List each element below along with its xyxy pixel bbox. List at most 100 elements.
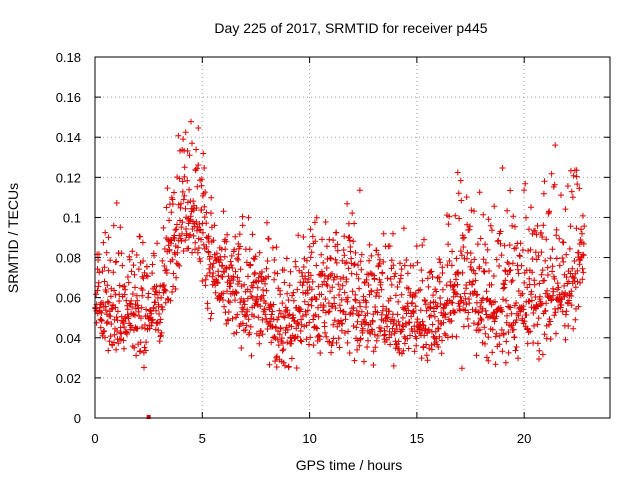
data-point [144,263,150,270]
data-point [171,189,177,196]
data-point [558,192,564,199]
data-point [394,284,401,290]
data-point [242,327,249,333]
data-point [357,303,364,310]
x-tick-label: 5 [199,431,206,446]
data-point [580,269,587,276]
data-point [509,277,516,284]
data-point [572,284,579,291]
data-point [513,344,520,350]
data-point [176,175,183,182]
data-point [466,226,473,233]
data-point [577,279,583,286]
data-point [576,185,583,192]
data-point [359,325,366,332]
data-point [277,325,284,332]
data-point [391,317,398,324]
x-axis-label: GPS time / hours [296,457,403,473]
data-point [141,364,147,371]
data-point [538,271,545,278]
x-tick-label: 20 [517,431,531,446]
data-point [553,330,559,337]
plot-frame [94,56,611,419]
data-point [547,336,554,342]
data-point [533,231,540,238]
data-point [470,278,476,285]
data-point [515,270,522,277]
data-point [315,313,322,320]
data-point [182,237,189,244]
data-point [533,256,540,263]
data-point [408,313,415,320]
data-point [401,262,408,269]
data-point [438,350,445,357]
data-point [271,269,278,276]
data-point [161,282,167,289]
data-point [352,249,359,256]
data-point [263,287,270,294]
data-point [432,299,439,306]
data-point [465,309,472,316]
data-point [463,255,470,262]
data-point [520,306,527,313]
data-point [154,240,161,247]
data-point [208,310,215,317]
data-point [232,233,239,240]
data-point [334,241,341,248]
data-point [292,258,299,265]
data-point [477,235,484,242]
data-point [203,209,210,216]
data-point [198,236,204,243]
data-point [117,329,124,336]
data-point [298,338,305,345]
data-point [491,203,498,210]
data-point [225,298,232,304]
data-point [390,362,397,369]
data-point [184,177,191,184]
data-point [534,222,541,229]
data-point [547,318,554,325]
data-point [299,282,306,289]
data-point [224,231,231,238]
data-point [506,267,513,274]
data-point [247,261,254,268]
data-point [281,314,288,321]
data-point [245,316,252,323]
data-point [212,289,219,296]
data-point [130,262,137,269]
data-point [230,273,237,280]
data-point [149,316,156,323]
data-point [225,317,232,324]
data-point [227,280,234,287]
data-point [171,235,178,242]
data-point [333,259,340,266]
data-point [404,303,411,310]
data-point [243,312,250,319]
data-point [201,203,208,210]
data-point [119,317,126,324]
data-point [550,288,557,295]
data-point [516,252,523,259]
data-point [502,359,509,366]
data-point [231,330,237,337]
data-point [355,312,362,319]
data-point [182,205,189,212]
data-point [426,313,433,320]
data-point [565,323,572,329]
data-point [490,273,497,279]
data-point [245,273,251,280]
data-point [152,299,159,306]
data-point [405,285,412,292]
data-point [334,273,340,280]
data-point [563,308,570,315]
data-point [483,297,490,303]
data-point [572,316,579,323]
data-point [156,311,163,317]
data-point [365,337,371,344]
data-point [149,261,156,268]
outlier-point [146,415,151,419]
data-point [271,333,278,340]
data-point [205,249,212,256]
data-point [219,262,226,269]
axis-ticks [94,56,610,419]
